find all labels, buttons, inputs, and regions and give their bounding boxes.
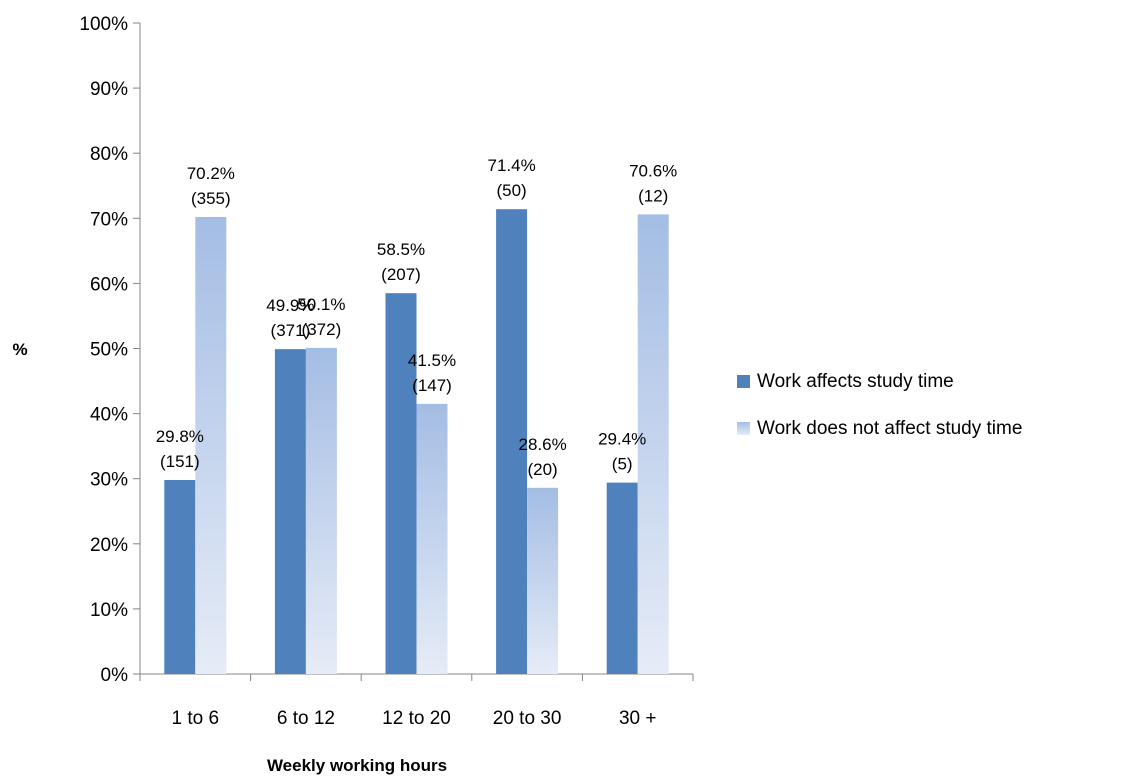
data-label-count: (371) [271,321,311,340]
y-tick-label: 90% [90,79,128,100]
data-label-percent: 58.5% [377,240,425,259]
data-label-percent: 29.8% [156,427,204,446]
bar [305,347,337,674]
y-tick-label: 30% [90,470,128,491]
y-tick-label: 10% [90,600,128,621]
y-tick-label: 60% [90,274,128,295]
y-axis-title: % [12,340,27,359]
y-tick-label: 0% [101,665,129,686]
x-tick-label: 12 to 20 [382,708,451,729]
y-tick-label: 50% [90,340,128,361]
x-axis-title: Weekly working hours [267,756,447,775]
bar [195,216,227,675]
bar [274,349,306,674]
data-label-percent: 70.2% [187,164,235,183]
bar [606,482,638,674]
data-label-percent: 50.1% [297,295,345,314]
legend-label: Work affects study time [757,371,954,392]
x-tick-label: 6 to 12 [277,708,335,729]
data-label-percent: 29.4% [598,430,646,449]
bar [527,487,559,674]
x-tick-label: 1 to 6 [172,708,220,729]
data-label-count: (355) [191,189,231,208]
bar [416,403,448,674]
y-tick-label: 80% [90,144,128,165]
data-label-count: (151) [160,452,200,471]
data-label-percent: 41.5% [408,351,456,370]
y-tick-label: 20% [90,535,128,556]
bar [496,209,528,674]
x-tick-label: 20 to 30 [493,708,562,729]
bar [385,293,417,674]
legend-swatch [737,375,750,388]
legend-label: Work does not affect study time [757,418,1022,439]
x-tick-label: 30 + [619,708,657,729]
data-label-count: (147) [412,376,452,395]
legend-swatch [737,422,750,435]
data-label-percent: 70.6% [629,161,677,180]
bar [637,214,669,675]
data-label-percent: 49.9% [266,296,314,315]
y-tick-label: 70% [90,209,128,230]
data-label-percent: 71.4% [487,156,535,175]
data-label-count: (207) [381,265,421,284]
data-label-count: (20) [527,460,557,479]
data-label-count: (50) [496,181,526,200]
y-tick-label: 100% [79,14,128,35]
data-label-percent: 28.6% [518,435,566,454]
data-label-count: (372) [302,320,342,339]
data-label-count: (5) [612,455,633,474]
y-tick-label: 40% [90,405,128,426]
data-label-count: (12) [638,186,668,205]
bar [164,480,196,674]
legend: Work affects study time Work does not aff… [737,371,1022,439]
